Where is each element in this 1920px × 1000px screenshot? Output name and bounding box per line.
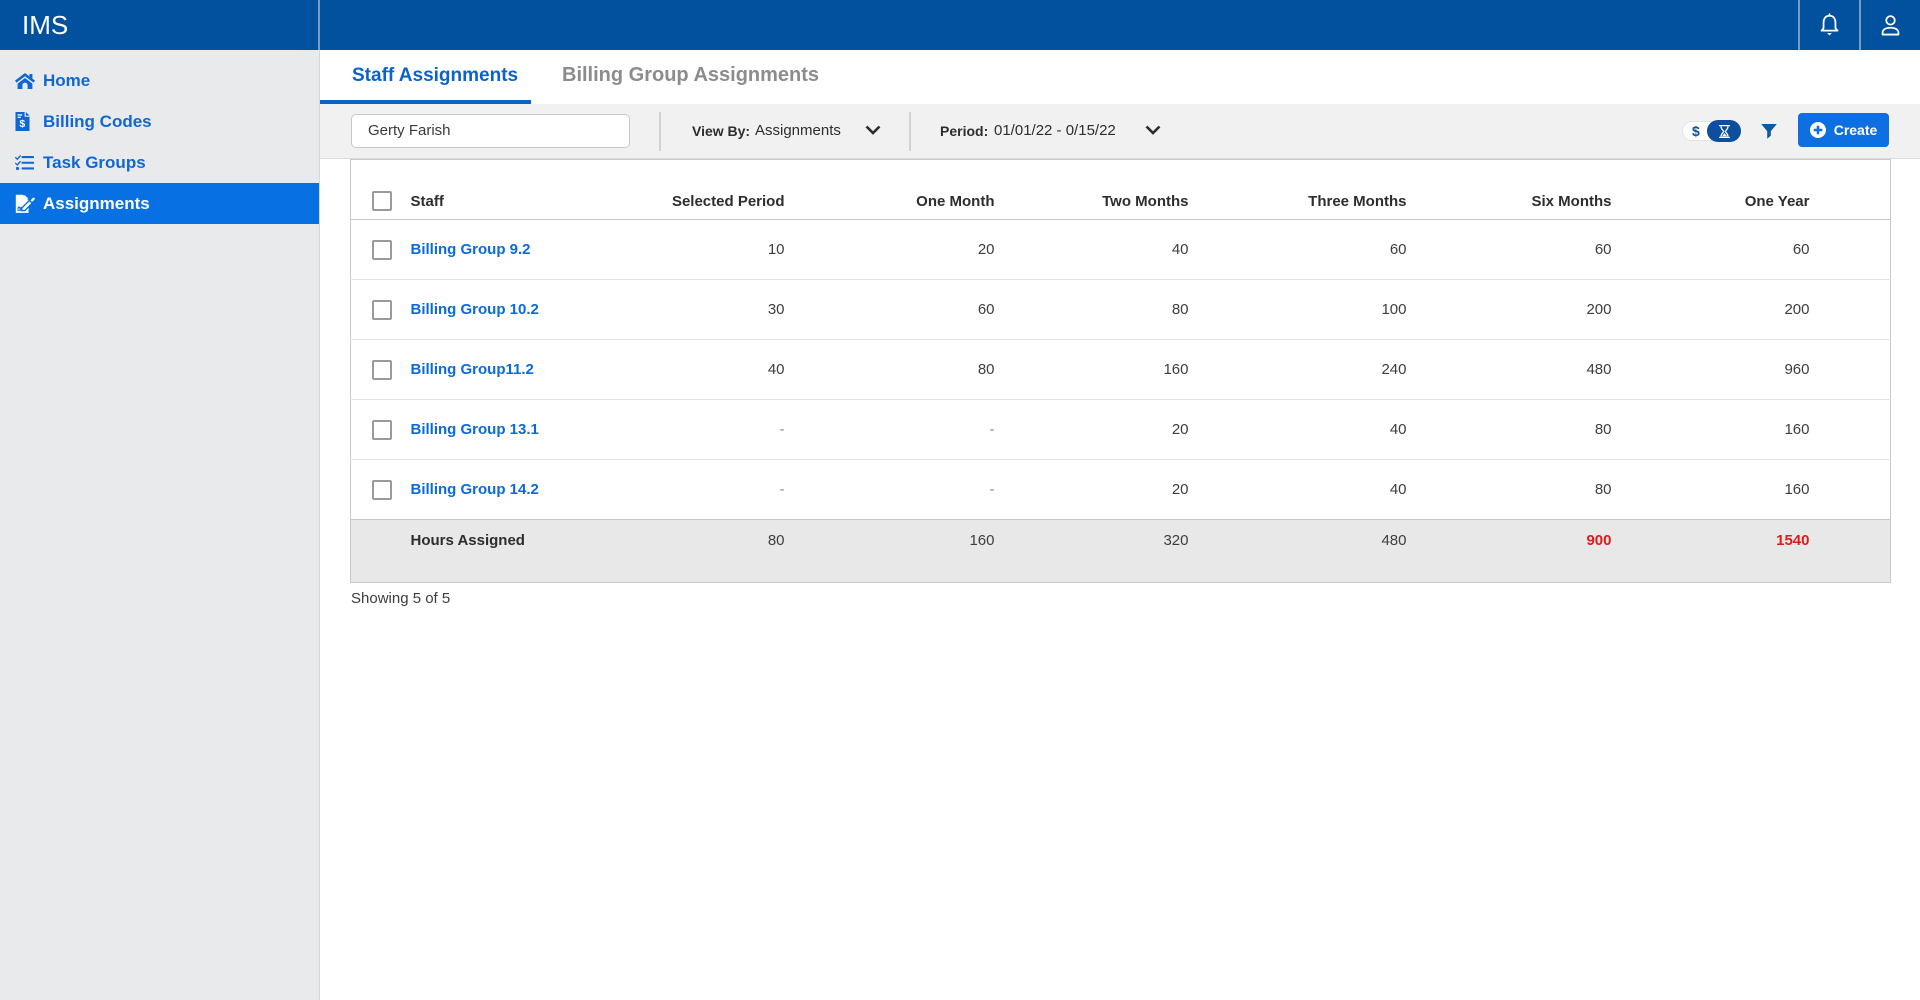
svg-text:$: $ xyxy=(19,118,25,130)
